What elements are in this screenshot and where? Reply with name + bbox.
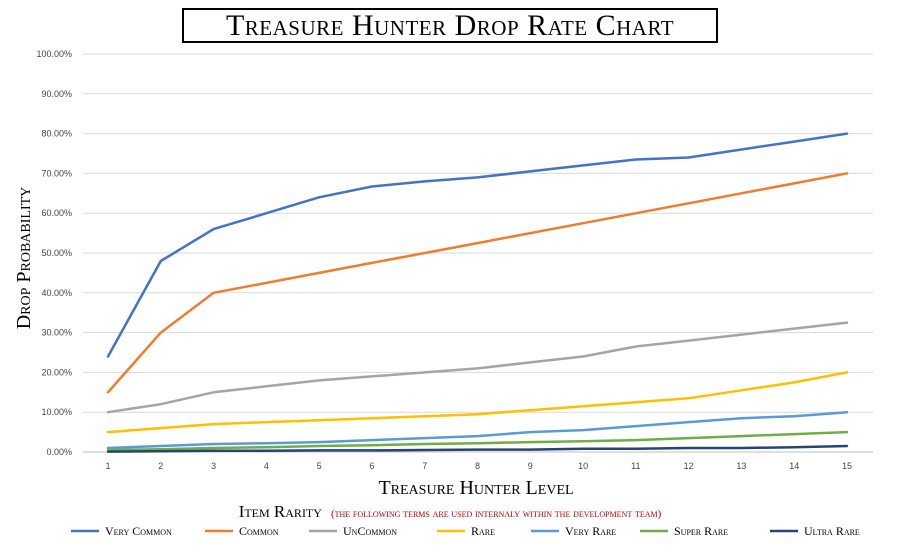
x-tick-label: 9 (528, 461, 533, 471)
x-tick-label: 14 (789, 461, 799, 471)
series-line (106, 172, 849, 394)
series-line (106, 430, 849, 452)
x-axis-title: Treasure Hunter Level (378, 477, 573, 499)
x-tick-label: 1 (105, 461, 110, 471)
legend-item: Common (205, 524, 279, 538)
x-tick-label: 5 (317, 461, 322, 471)
legend-item: Rare (437, 524, 495, 538)
y-tick-label: 40.00% (41, 288, 72, 298)
legend-label: Very Rare (565, 524, 616, 538)
legend-item: Very Common (71, 524, 172, 538)
y-tick-label: 10.00% (41, 407, 72, 417)
y-tick-label: 20.00% (41, 367, 72, 377)
gridlines (83, 53, 873, 453)
y-tick-label: 90.00% (41, 89, 72, 99)
legend-label: Common (239, 524, 279, 538)
legend-label: Super Rare (674, 524, 728, 538)
y-tick-label: 50.00% (41, 248, 72, 258)
legend-note: (the following terms are used internaly … (331, 508, 662, 520)
series-line (106, 444, 849, 453)
legend: Very Common Common UnCommon Rare Very Rare Su… (71, 524, 860, 538)
series-line (106, 410, 849, 450)
legend-label: UnCommon (343, 524, 397, 538)
x-tick-label: 6 (369, 461, 374, 471)
legend-item: Super Rare (640, 524, 728, 538)
x-tick-label: 11 (631, 461, 640, 471)
legend-item: Very Rare (531, 524, 616, 538)
legend-item: UnCommon (309, 524, 397, 538)
x-tick-label: 15 (842, 461, 852, 471)
chart-title: Treasure Hunter Drop Rate Chart (182, 8, 718, 43)
x-tick-label: 13 (736, 461, 746, 471)
series-line (106, 321, 849, 414)
x-tick-label: 7 (422, 461, 427, 471)
y-tick-label: 80.00% (41, 129, 72, 139)
y-axis-title: Drop Probability (13, 187, 35, 330)
legend-title: Item Rarity (239, 502, 323, 521)
y-tick-label: 60.00% (41, 208, 72, 218)
legend-item: Ultra Rare (770, 524, 860, 538)
x-tick-labels: 1 2 3 4 5 6 7 8 9 10 11 12 13 14 15 (105, 461, 852, 471)
x-tick-label: 4 (264, 461, 269, 471)
x-tick-label: 8 (475, 461, 480, 471)
legend-heading: Item Rarity (the following terms are use… (239, 502, 662, 521)
series-line (106, 371, 849, 434)
legend-label: Very Common (105, 524, 172, 538)
series-lines (106, 132, 849, 453)
y-tick-label: 100.00% (36, 49, 72, 59)
y-tick-labels: 0.00% 10.00% 20.00% 30.00% 40.00% 50.00% 60.00… (36, 49, 72, 457)
x-tick-label: 12 (684, 461, 694, 471)
y-tick-label: 0.00% (46, 447, 72, 457)
x-tick-label: 2 (158, 461, 163, 471)
legend-label: Ultra Rare (804, 524, 860, 538)
y-tick-label: 30.00% (41, 328, 72, 338)
legend-label: Rare (471, 524, 495, 538)
series-line (106, 132, 849, 358)
x-tick-label: 3 (211, 461, 216, 471)
x-tick-label: 10 (578, 461, 588, 471)
y-tick-label: 70.00% (41, 168, 72, 178)
